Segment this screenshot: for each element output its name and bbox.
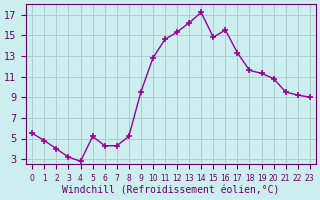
X-axis label: Windchill (Refroidissement éolien,°C): Windchill (Refroidissement éolien,°C) [62,186,280,196]
